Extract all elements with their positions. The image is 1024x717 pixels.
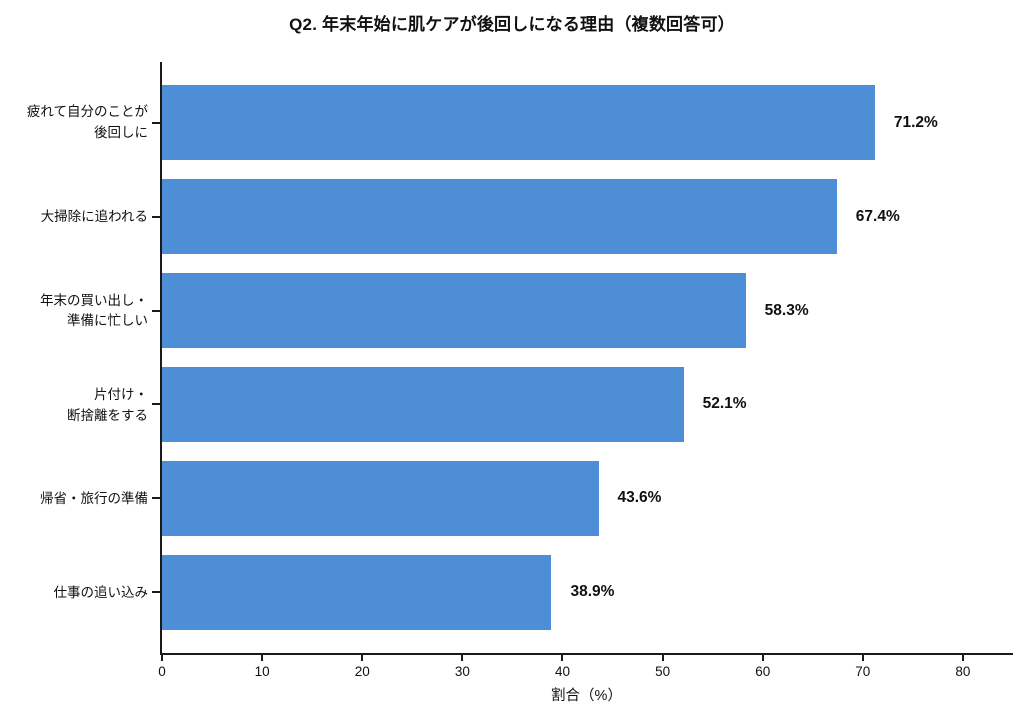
bars-container: 71.2% 67.4% 58.3% 52.1% 43.6% 38.9%: [152, 62, 1013, 653]
bar-segment: [162, 273, 746, 349]
category-label: 仕事の追い込み: [53, 585, 149, 601]
bar-row: 52.1%: [152, 357, 1013, 451]
bar-value-label: 67.4%: [855, 207, 900, 225]
y-axis-tick: [152, 215, 160, 218]
category-label: 大掃除に追われる: [40, 208, 148, 224]
bar-value-label: 38.9%: [570, 583, 615, 601]
bar-segment: [162, 85, 875, 161]
plot-area: 71.2% 67.4% 58.3% 52.1% 43.6% 38.9% 0 10 20 30 40…: [152, 62, 1013, 679]
category-label-row: 疲れて自分のことが 後回しに: [0, 76, 148, 170]
bar-segment: [162, 366, 684, 442]
bar-value-label: 71.2%: [893, 113, 938, 131]
x-axis-tick-label: 20: [354, 664, 370, 679]
x-axis-tick-label: 80: [955, 664, 971, 679]
category-label: 年末の買い出し・ 準備に忙しい: [40, 292, 148, 329]
x-axis-tick-label: 10: [254, 664, 270, 679]
y-axis-tick: [152, 121, 160, 124]
y-axis-category-labels: 疲れて自分のことが 後回しに大掃除に追われる年末の買い出し・ 準備に忙しい片付け…: [0, 62, 148, 655]
x-axis-title: 割合（%）: [551, 688, 622, 704]
x-axis-tick-label: 70: [855, 664, 871, 679]
x-axis-tick: [961, 653, 964, 661]
y-axis-tick: [152, 309, 160, 312]
bar-value-label: 58.3%: [764, 301, 809, 319]
x-axis-tick: [761, 653, 764, 661]
category-label-row: 大掃除に追われる: [0, 170, 148, 264]
x-axis-tick: [161, 653, 163, 661]
bar-row: 43.6%: [152, 451, 1013, 545]
y-axis-tick: [152, 403, 160, 406]
x-axis-tick: [861, 653, 864, 661]
category-label: 片付け・ 断捨離をする: [67, 386, 148, 423]
x-axis-tick-label: 40: [554, 664, 570, 679]
bar-value-label: 43.6%: [617, 489, 662, 507]
chart-title: Q2. 年末年始に肌ケアが後回しになる理由（複数回答可）: [289, 15, 735, 34]
x-axis-tick: [461, 653, 464, 661]
bar-row: 71.2%: [152, 76, 1013, 170]
bar-row: 67.4%: [152, 170, 1013, 264]
x-axis-tick: [561, 653, 564, 661]
category-label-row: 年末の買い出し・ 準備に忙しい: [0, 264, 148, 358]
bar-segment: [162, 179, 837, 255]
bar-row: 38.9%: [152, 545, 1013, 639]
x-axis-tick: [261, 653, 264, 661]
x-axis-tick-label: 60: [755, 664, 771, 679]
category-label-row: 仕事の追い込み: [0, 547, 149, 641]
bar-value-label: 52.1%: [702, 395, 747, 413]
bar-segment: [162, 460, 599, 536]
x-axis-tick-label: 30: [454, 664, 470, 679]
category-label: 疲れて自分のことが 後回しに: [26, 104, 148, 141]
x-axis-tick-label: 50: [655, 664, 671, 679]
x-axis-tick: [661, 653, 664, 661]
bar-row: 58.3%: [152, 264, 1013, 358]
x-axis-tick-label: 0: [158, 664, 166, 679]
x-axis-tick: [361, 653, 364, 661]
y-axis-tick: [152, 497, 160, 500]
category-label-row: 帰省・旅行の準備: [0, 453, 148, 547]
bar-segment: [162, 554, 552, 630]
category-label-row: 片付け・ 断捨離をする: [0, 359, 148, 453]
category-label: 帰省・旅行の準備: [40, 491, 148, 507]
y-axis-tick: [152, 591, 160, 594]
